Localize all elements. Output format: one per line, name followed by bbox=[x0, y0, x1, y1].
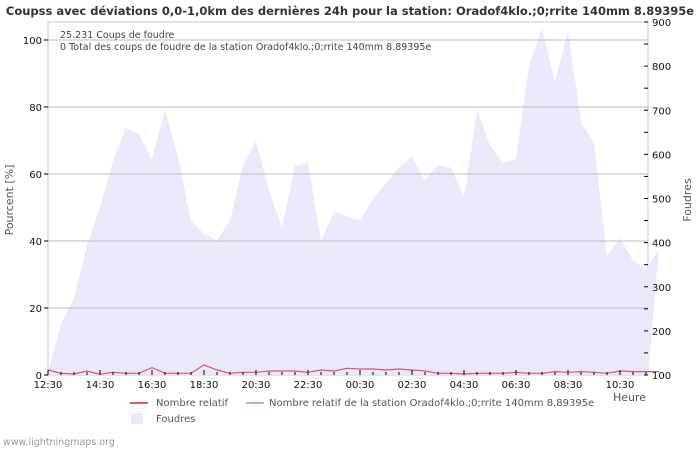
x-tick-label: 02:30 bbox=[398, 380, 427, 391]
right-axis-label: Foudres bbox=[681, 178, 694, 222]
right-tick-label: 800 bbox=[652, 62, 671, 73]
foudres-area-shape bbox=[48, 28, 659, 375]
x-tick-label: 18:30 bbox=[190, 380, 219, 391]
info-strikes-count: 25.231 Coups de foudre bbox=[60, 30, 175, 41]
x-tick-label: 06:30 bbox=[502, 380, 531, 391]
left-tick-label: 0 bbox=[36, 371, 42, 382]
right-tick-label: 100 bbox=[652, 371, 671, 382]
chart-title: Coupss avec déviations 0,0-1,0km des der… bbox=[5, 4, 695, 18]
x-axis: 12:30 14:30 16:30 18:30 20:30 22:30 00:30 02:30… bbox=[34, 370, 647, 391]
left-axis: 0 20 40 60 80 100 bbox=[23, 36, 48, 382]
x-tick-label: 14:30 bbox=[86, 380, 115, 391]
legend-label-station: Nombre relatif de la station Oradof4klo.… bbox=[269, 398, 594, 409]
left-tick-label: 100 bbox=[23, 36, 42, 47]
right-axis: 100 200 300 400 500 600 700 800 900 bbox=[644, 18, 671, 382]
x-tick-label: 10:30 bbox=[606, 380, 635, 391]
x-tick-label: 08:30 bbox=[554, 380, 583, 391]
x-tick-label: 22:30 bbox=[294, 380, 323, 391]
x-axis-label: Heure bbox=[613, 391, 646, 404]
legend-swatch-foudres bbox=[131, 413, 143, 424]
info-station-total: 0 Total des coups de foudre de la statio… bbox=[60, 42, 431, 53]
watermark[interactable]: www.lightningmaps.org bbox=[3, 437, 115, 448]
legend-item-relative[interactable]: Nombre relatif bbox=[130, 398, 229, 409]
right-tick-label: 700 bbox=[652, 106, 671, 117]
x-tick-label: 00:30 bbox=[346, 380, 375, 391]
legend-label-relative: Nombre relatif bbox=[156, 398, 229, 409]
right-tick-label: 300 bbox=[652, 283, 671, 294]
legend: Nombre relatif Nombre relatif de la stat… bbox=[130, 398, 594, 425]
right-tick-label: 400 bbox=[652, 239, 671, 250]
right-tick-label: 200 bbox=[652, 327, 671, 338]
right-tick-label: 900 bbox=[652, 18, 671, 29]
right-tick-label: 600 bbox=[652, 150, 671, 161]
right-tick-label: 500 bbox=[652, 195, 671, 206]
x-tick-label: 12:30 bbox=[34, 380, 63, 391]
gridlines bbox=[48, 39, 648, 309]
left-tick-label: 20 bbox=[29, 304, 42, 315]
x-tick-label: 20:30 bbox=[242, 380, 271, 391]
legend-item-foudres[interactable]: Foudres bbox=[131, 413, 195, 425]
legend-item-station[interactable]: Nombre relatif de la station Oradof4klo.… bbox=[246, 398, 594, 409]
left-axis-label: Pourcent [%] bbox=[3, 165, 16, 236]
relative-line bbox=[47, 364, 659, 375]
left-tick-label: 60 bbox=[29, 170, 42, 181]
x-tick-label: 04:30 bbox=[450, 380, 479, 391]
legend-label-foudres: Foudres bbox=[156, 414, 195, 425]
x-tick-label: 16:30 bbox=[138, 380, 167, 391]
left-tick-label: 80 bbox=[29, 103, 42, 114]
left-tick-label: 40 bbox=[29, 237, 42, 248]
foudres-area bbox=[48, 28, 659, 375]
